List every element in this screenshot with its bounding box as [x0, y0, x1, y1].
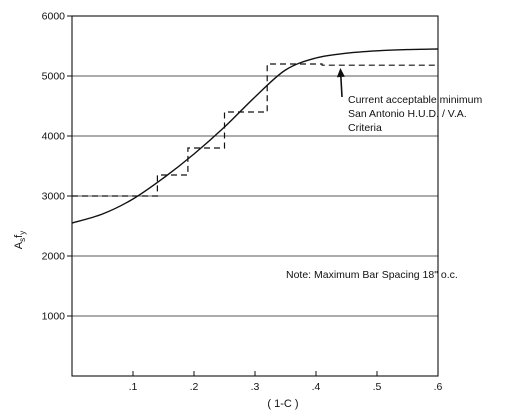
criteria-line-3: Criteria [348, 122, 382, 134]
x-tick-label: .5 [373, 381, 382, 393]
note-text: Note: Maximum Bar Spacing 18" o.c. [286, 269, 458, 281]
criteria-line-2: San Antonio H.U.D. / V.A. [348, 108, 467, 120]
ylabel-sub-y: y [18, 231, 27, 235]
x-tick-labels: .1 .2 .3 .4 .5 .6 [129, 371, 443, 393]
ylabel-a: A [13, 241, 25, 249]
series-dashed-step [72, 63, 438, 197]
y-tick-label: 1000 [42, 311, 66, 323]
x-tick-label: .4 [312, 381, 321, 393]
y-tick-labels: 1000 2000 3000 4000 5000 6000 [42, 11, 72, 323]
y-axis-title: Asfy [13, 231, 27, 249]
y-tick-label: 5000 [42, 71, 66, 83]
criteria-line-1: Current acceptable minimum [348, 94, 482, 106]
x-tick-label: .6 [434, 381, 443, 393]
criteria-annotation: Current acceptable minimum San Antonio H… [336, 68, 482, 134]
x-tick-label: .2 [190, 381, 199, 393]
x-tick-label: .3 [251, 381, 260, 393]
criteria-arrow [340, 76, 343, 98]
x-axis-title: ( 1-C ) [267, 398, 298, 410]
y-tick-label: 3000 [42, 191, 66, 203]
series-solid-curve [71, 48, 439, 224]
ylabel-sub-s: s [18, 238, 27, 242]
y-tick-label: 4000 [42, 131, 66, 143]
x-tick-label: .1 [129, 381, 138, 393]
y-tick-label: 2000 [42, 251, 66, 263]
ylabel-f: f [13, 234, 25, 238]
svg-text:Asfy: Asfy [13, 231, 27, 249]
y-tick-label: 6000 [42, 11, 66, 23]
criteria-arrowhead [336, 68, 345, 78]
